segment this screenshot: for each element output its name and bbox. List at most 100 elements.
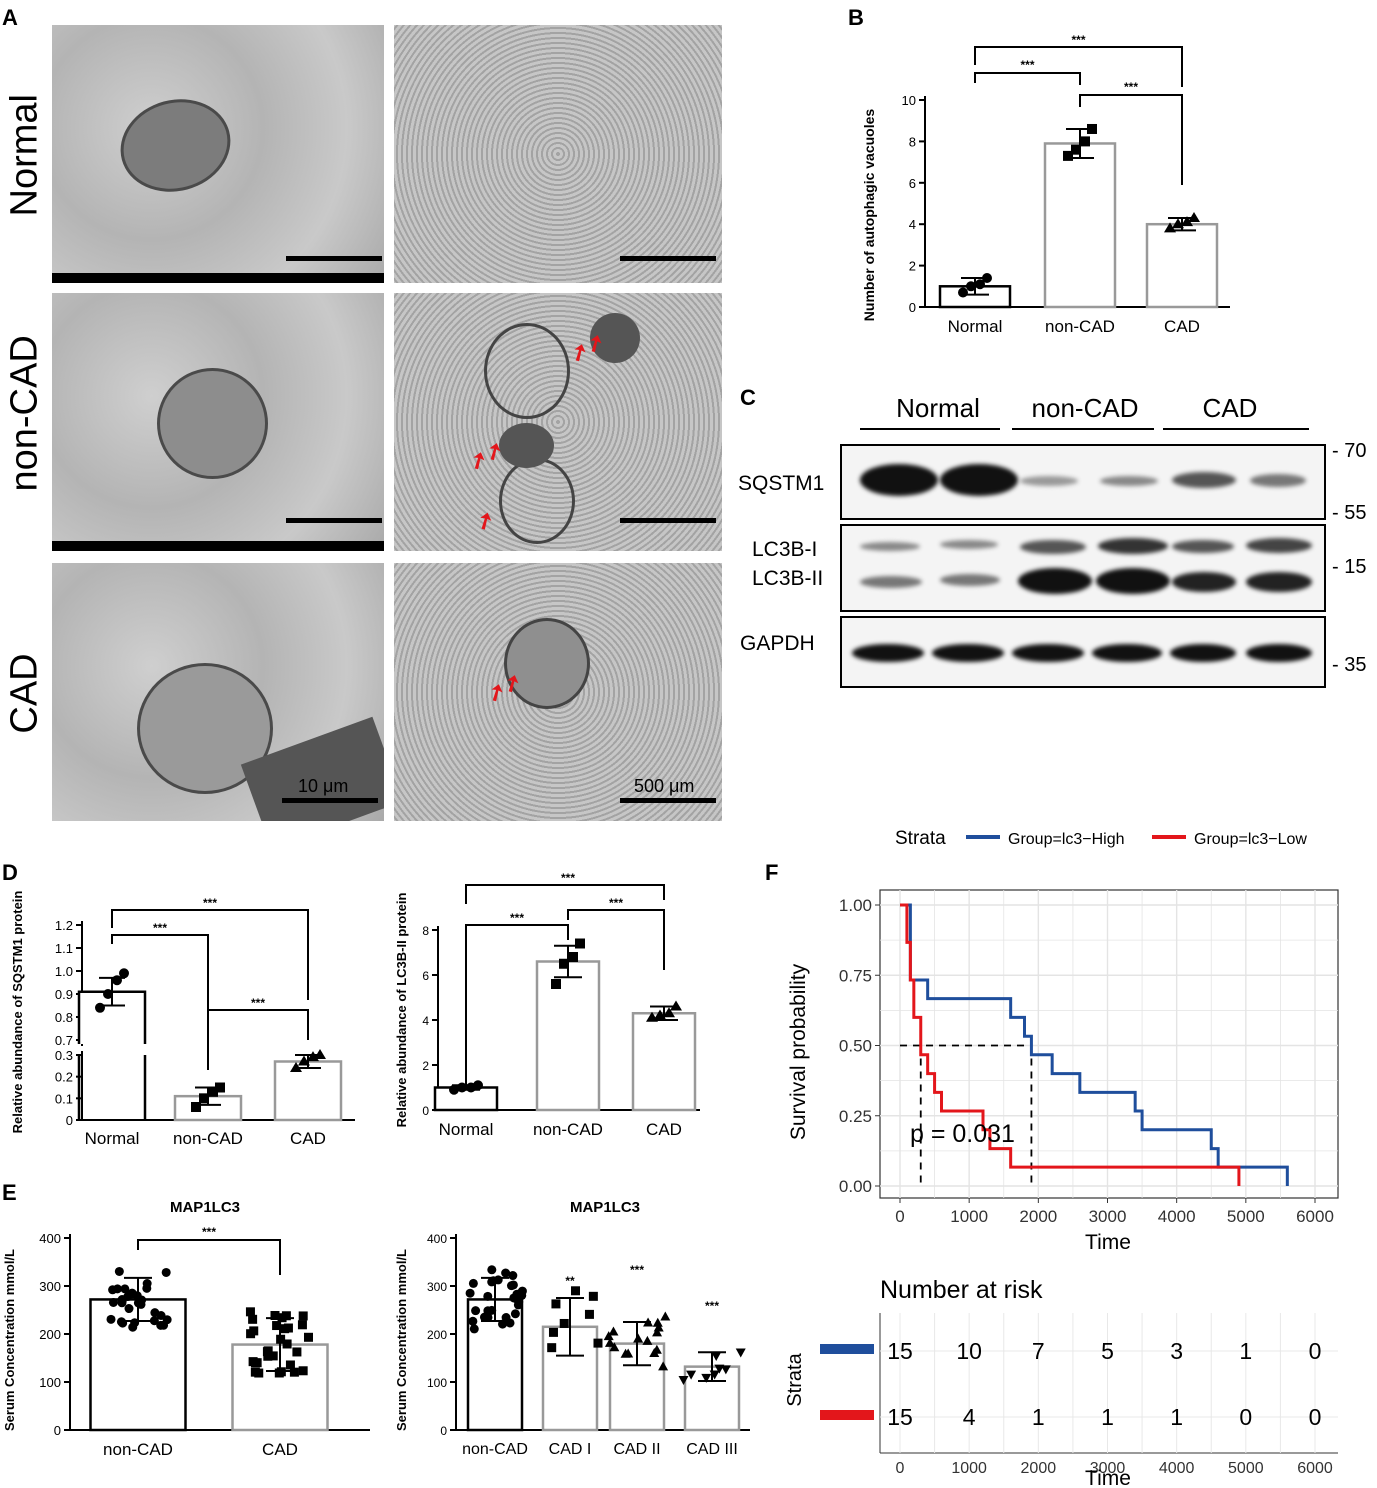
data-point bbox=[106, 1314, 116, 1324]
risk-table-xlabel: Time bbox=[1085, 1467, 1131, 1485]
significance-label: *** bbox=[153, 921, 167, 935]
data-point bbox=[471, 1306, 481, 1316]
data-point bbox=[660, 1311, 671, 1321]
y-tick-label: 8 bbox=[909, 134, 916, 149]
data-point bbox=[248, 1314, 258, 1324]
data-point bbox=[290, 1062, 302, 1072]
data-point bbox=[119, 968, 129, 979]
data-point bbox=[156, 1310, 166, 1320]
data-point bbox=[272, 1321, 282, 1331]
data-point bbox=[281, 1311, 291, 1321]
x-tick-label: non-CAD bbox=[462, 1441, 528, 1458]
legend-entry-low: Group=lc3−Low bbox=[1194, 831, 1307, 848]
y-tick-label: 200 bbox=[427, 1328, 447, 1342]
data-point bbox=[292, 1347, 302, 1357]
data-point bbox=[246, 1329, 256, 1339]
y-tick-label: 100 bbox=[427, 1376, 447, 1390]
significance-label: *** bbox=[1124, 80, 1138, 94]
risk-table-ylabel: Strata bbox=[784, 1352, 806, 1406]
chart-e1: 0 100 200 300 400 non-CAD CAD *** MAP1LC3 Serum… bbox=[2, 1199, 370, 1459]
y-tick-label: 0 bbox=[54, 1423, 61, 1438]
data-point bbox=[508, 1280, 518, 1290]
data-point bbox=[670, 1000, 682, 1011]
data-point bbox=[559, 958, 569, 969]
data-point bbox=[620, 1348, 631, 1358]
blot-gapdh bbox=[840, 616, 1326, 688]
data-point bbox=[124, 1304, 134, 1314]
x-tick-label: CAD bbox=[1164, 317, 1200, 336]
x-tick-label: non-CAD bbox=[103, 1440, 173, 1459]
chart-b-ylabel: Number of autophagic vacuoles bbox=[861, 109, 877, 322]
chart-e2-title: MAP1LC3 bbox=[570, 1199, 640, 1216]
data-point bbox=[551, 979, 561, 989]
data-point bbox=[285, 1360, 295, 1370]
data-point bbox=[161, 1267, 171, 1277]
y-tick-label: 0.8 bbox=[55, 1010, 73, 1025]
data-point bbox=[678, 1375, 689, 1385]
row-label-normal: Normal bbox=[3, 94, 46, 217]
blot-group-cad: CAD bbox=[1202, 393, 1258, 423]
chart-e2: 0 100 200 300 400 non-CAD CAD I CAD II CAD III **… bbox=[394, 1199, 750, 1458]
data-point bbox=[483, 1312, 493, 1322]
data-point bbox=[298, 1055, 310, 1066]
data-point bbox=[1188, 211, 1200, 222]
chart-f-ylabel: Survival probability bbox=[787, 963, 810, 1140]
data-point bbox=[270, 1311, 280, 1321]
mw-marker-15: - 15 bbox=[1332, 556, 1367, 578]
data-point bbox=[588, 1291, 598, 1301]
data-point bbox=[652, 1317, 663, 1327]
mw-marker-55: - 55 bbox=[1332, 502, 1367, 524]
x-tick-label: 5000 bbox=[1228, 1460, 1264, 1477]
data-point bbox=[303, 1332, 313, 1342]
scale-bar-label-10um: 10 μm bbox=[298, 776, 349, 796]
data-point bbox=[593, 1338, 603, 1348]
data-point bbox=[584, 1309, 594, 1319]
panel-label-b: B bbox=[848, 5, 864, 30]
data-point bbox=[297, 1320, 307, 1330]
data-point bbox=[283, 1323, 293, 1333]
data-point bbox=[116, 1317, 126, 1327]
data-point bbox=[651, 1344, 662, 1354]
data-point bbox=[571, 1286, 581, 1296]
data-point bbox=[701, 1373, 712, 1383]
y-tick-label: 6 bbox=[422, 969, 429, 983]
x-tick-label: 3000 bbox=[1090, 1460, 1126, 1477]
data-point bbox=[191, 1102, 201, 1112]
chart-d1-ylabel: Relative abundance of SQSTM1 protein bbox=[10, 891, 25, 1134]
em-image-normal-high bbox=[394, 25, 722, 283]
panel-label-a: A bbox=[2, 5, 18, 30]
y-tick-label: 0 bbox=[422, 1104, 429, 1118]
y-tick-label: 300 bbox=[39, 1279, 61, 1294]
y-tick-label: 0.3 bbox=[55, 1048, 73, 1063]
protein-label-sqstm1: SQSTM1 bbox=[738, 472, 825, 495]
x-tick-label: 4000 bbox=[1159, 1460, 1195, 1477]
risk-table-cell: 7 bbox=[1032, 1338, 1045, 1364]
risk-table-cell: 4 bbox=[963, 1404, 976, 1430]
em-image-noncad-high: ➚➚ ➚➚ ➚ bbox=[394, 293, 722, 551]
data-point bbox=[493, 1275, 503, 1285]
y-tick-label: 2 bbox=[909, 259, 916, 274]
data-point bbox=[215, 1082, 225, 1093]
bar bbox=[433, 1086, 499, 1112]
data-point bbox=[298, 1366, 308, 1376]
data-point bbox=[262, 1347, 272, 1357]
y-tick-label: 0.00 bbox=[839, 1177, 872, 1196]
x-tick-label: Normal bbox=[948, 317, 1003, 336]
x-tick-label: non-CAD bbox=[1045, 317, 1115, 336]
risk-table-cell: 15 bbox=[887, 1338, 913, 1364]
bar bbox=[273, 1060, 343, 1122]
risk-table-cell: 1 bbox=[1239, 1338, 1252, 1364]
data-point bbox=[603, 1331, 614, 1341]
data-point bbox=[108, 1297, 118, 1307]
x-tick-label: non-CAD bbox=[173, 1129, 243, 1148]
legend-entry-high: Group=lc3−High bbox=[1008, 831, 1125, 848]
chart-d2: 0 2 4 6 8 Normal non-CAD CAD *** *** *** Relative … bbox=[394, 871, 700, 1139]
blot-sqstm1 bbox=[840, 444, 1326, 520]
data-point bbox=[575, 938, 585, 949]
x-tick-label: 6000 bbox=[1296, 1207, 1334, 1226]
x-tick-label: non-CAD bbox=[533, 1120, 603, 1139]
x-tick-label: CAD II bbox=[613, 1441, 660, 1458]
significance-label: *** bbox=[251, 996, 265, 1010]
chart-f: 0 1000 2000 3000 4000 5000 60000.000.250.500.7… bbox=[784, 828, 1339, 1485]
data-point bbox=[1063, 150, 1073, 161]
